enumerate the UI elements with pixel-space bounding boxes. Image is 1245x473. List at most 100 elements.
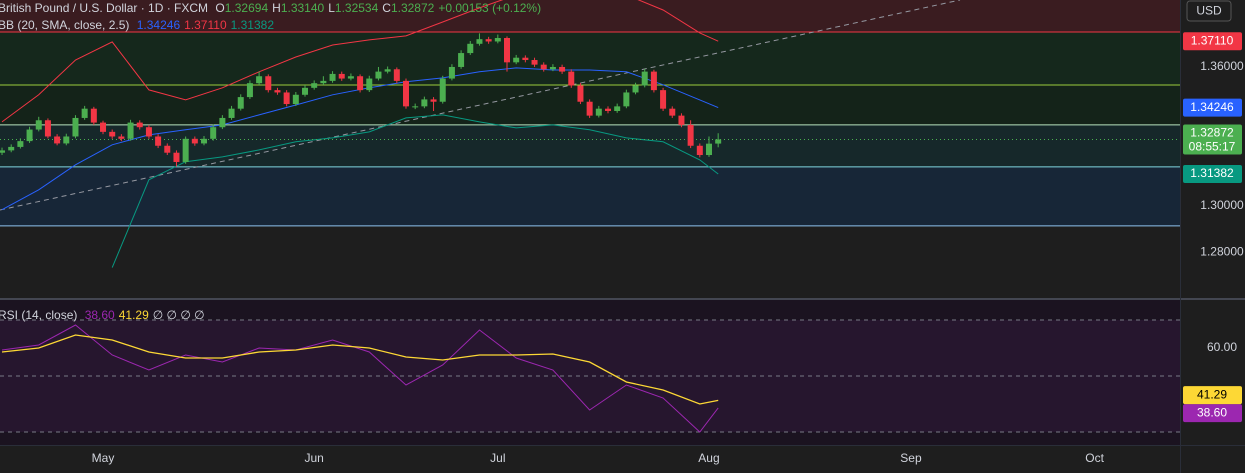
candle-body: [201, 138, 208, 144]
rsi-band: [0, 319, 1180, 433]
candle-body: [274, 90, 281, 93]
x-tick-label: Jun: [305, 451, 324, 465]
price-tick-label: 1.36000: [1200, 59, 1244, 73]
candle-body: [155, 136, 162, 146]
candle-body: [577, 85, 584, 102]
candle-body: [292, 94, 299, 105]
price-badge-label: 38.60: [1197, 405, 1227, 419]
candle-body: [586, 101, 593, 116]
candle-body: [283, 92, 290, 105]
candle-body: [559, 66, 566, 72]
ohlc-value: 1.32694: [224, 1, 269, 15]
candle-body: [100, 122, 107, 132]
candle-body: [476, 39, 483, 44]
candle-body: [375, 71, 382, 79]
candle-body: [63, 136, 70, 144]
price-badge-label: 1.37110: [1191, 33, 1234, 47]
candle-body: [623, 92, 630, 107]
bb-title: BB (20, SMA, close, 2.5): [0, 18, 130, 32]
candle-body: [311, 83, 318, 88]
price-tick-label: 1.28000: [1200, 245, 1244, 259]
price-badge: [1183, 164, 1242, 183]
price-badge-label: 1.32872: [1190, 126, 1234, 140]
ohlc-key: O: [215, 1, 225, 15]
zone: [0, 166, 1180, 226]
candle-body: [568, 71, 575, 86]
currency-box[interactable]: [1186, 0, 1232, 22]
symbol-title: British Pound / U.S. Dollar · 1D · FXCM: [0, 1, 209, 15]
candle-body: [136, 122, 143, 128]
candle-body: [164, 145, 171, 153]
change: +0.00153 (+0.12%): [438, 1, 542, 15]
candle-body: [614, 106, 621, 111]
zone: [0, 31, 1180, 86]
ohlc-value: 1.32534: [334, 1, 379, 15]
ohlc-value: 1.33140: [280, 1, 325, 15]
candle-body: [430, 99, 437, 102]
price-badge: [1183, 124, 1242, 155]
candle-body: [669, 108, 676, 116]
candle-body: [182, 138, 189, 162]
candle-body: [513, 57, 520, 63]
candle-body: [421, 99, 428, 107]
candle-body: [338, 73, 345, 79]
candle-body: [246, 83, 253, 98]
price-badge-label: 1.31382: [1190, 166, 1234, 180]
candle-body: [256, 76, 263, 84]
rsi-extra: ∅ ∅ ∅ ∅: [152, 308, 205, 322]
candle-body: [26, 129, 33, 142]
candle-body: [0, 150, 6, 153]
zone: [0, 225, 1180, 298]
x-tick-label: Sep: [900, 451, 922, 465]
ohlc-value: 1.32872: [390, 1, 435, 15]
price-badge-label: 1.34246: [1190, 100, 1234, 114]
candle-body: [109, 131, 116, 137]
candle-body: [237, 97, 244, 109]
candle-body: [127, 122, 134, 139]
rsi-title: RSI (14, close): [0, 308, 78, 322]
candle-body: [705, 143, 712, 156]
candle-body: [403, 80, 410, 107]
candle-body: [549, 66, 556, 70]
bb-value: 1.37110: [184, 18, 227, 32]
price-badge: [1183, 32, 1242, 51]
rsi-value: 38.60: [84, 308, 115, 322]
price-badge-label: 08:55:17: [1189, 140, 1236, 154]
x-tick-label: Oct: [1085, 451, 1104, 465]
candle-body: [595, 108, 602, 116]
bb-line: [1, 0, 719, 123]
price-badge: [1183, 386, 1242, 405]
candle-body: [458, 53, 465, 67]
candle-body: [44, 120, 51, 137]
candle-body: [265, 76, 272, 91]
main-pane: [0, 0, 1180, 298]
candle-body: [302, 87, 309, 95]
candle-body: [320, 80, 327, 84]
price-tick-label: 1.30000: [1200, 198, 1244, 212]
bb-value: 1.31382: [230, 18, 275, 32]
rsi-pane: [0, 300, 1180, 445]
candle-body: [715, 139, 722, 144]
candle-body: [522, 57, 529, 61]
candle-body: [384, 69, 391, 72]
candle-body: [210, 127, 217, 139]
candle-body: [90, 108, 97, 123]
x-tick-label: Aug: [698, 451, 719, 465]
zone: [0, 0, 1180, 32]
candle-body: [347, 76, 354, 79]
candle-body: [632, 85, 639, 93]
candle-body: [660, 90, 667, 109]
candle-body: [467, 43, 474, 54]
price-badge: [1183, 404, 1242, 423]
candle-body: [366, 78, 373, 91]
x-tick-label: Jul: [490, 451, 505, 465]
rsi-line: [1, 324, 719, 433]
candle-body: [678, 115, 685, 125]
candle-body: [219, 117, 226, 128]
rsi-value: 41.29: [118, 308, 149, 322]
candle-body: [393, 69, 400, 81]
candle-body: [228, 108, 235, 118]
